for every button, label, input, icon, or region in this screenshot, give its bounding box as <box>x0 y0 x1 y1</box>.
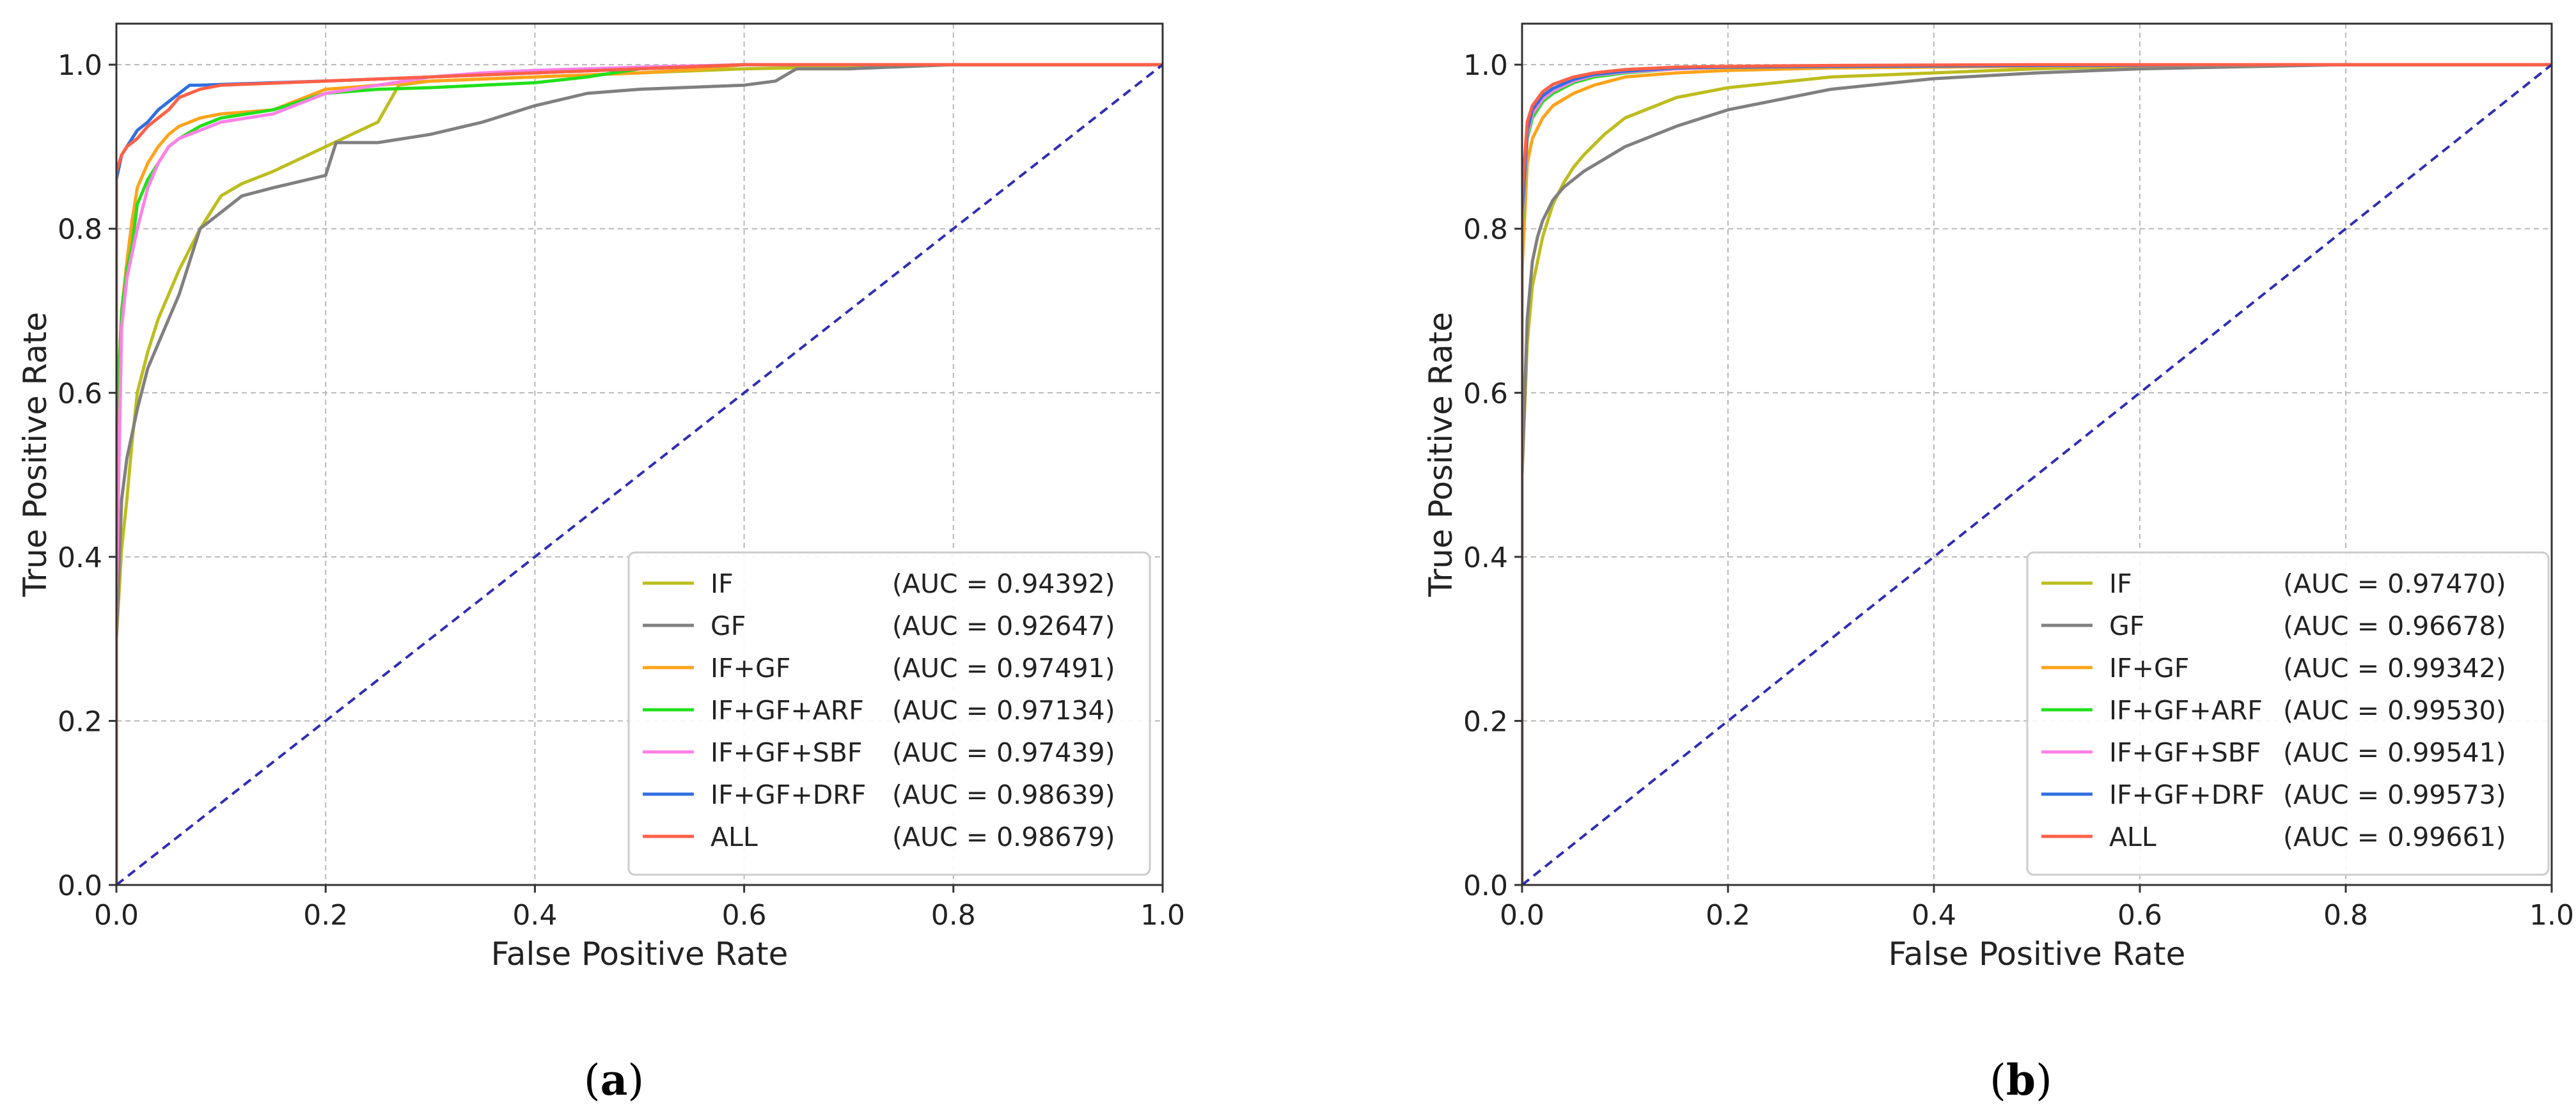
legend-auc-all: (AUC = 0.99661) <box>2283 822 2506 852</box>
legend-auc-all: (AUC = 0.98679) <box>892 822 1115 852</box>
legend-label-if-gf-arf: IF+GF+ARF <box>711 695 864 726</box>
y-tick-label: 0.2 <box>1463 705 1508 738</box>
legend-label-if-gf-drf: IF+GF+DRF <box>2109 779 2265 810</box>
x-tick-label: 0.8 <box>2323 899 2368 932</box>
y-tick-label: 0.0 <box>58 870 102 902</box>
x-tick-label: 0.4 <box>1912 899 1956 932</box>
legend-auc-gf: (AUC = 0.96678) <box>2283 611 2506 641</box>
caption-a: (a) <box>583 1055 645 1105</box>
legend-label-if-gf-arf: IF+GF+ARF <box>2109 695 2263 726</box>
legend-label-if: IF <box>711 568 734 599</box>
legend-auc-gf: (AUC = 0.92647) <box>892 611 1115 641</box>
roc-curves <box>1522 63 2552 885</box>
roc-line-all <box>116 63 1163 885</box>
y-tick-label: 1.0 <box>58 49 102 82</box>
x-tick-label: 0.2 <box>1706 899 1750 932</box>
y-tick-label: 0.4 <box>58 542 102 574</box>
legend-auc-if-gf: (AUC = 0.99342) <box>2283 653 2506 684</box>
legend-label-if-gf-drf: IF+GF+DRF <box>711 779 866 810</box>
y-tick-label: 0.2 <box>58 705 102 738</box>
x-tick-label: 0.6 <box>722 899 767 932</box>
roc-line-all <box>1522 63 2552 885</box>
legend-label-if-gf-sbf: IF+GF+SBF <box>2109 737 2261 768</box>
roc-curves <box>116 63 1163 885</box>
legend-auc-if-gf-drf: (AUC = 0.99573) <box>2283 779 2506 810</box>
legend: IF (AUC = 0.94392) GF (AUC = 0.92647) IF+GF (… <box>627 551 1151 876</box>
x-tick-label: 1.0 <box>1140 899 1185 932</box>
legend-auc-if: (AUC = 0.97470) <box>2283 568 2506 599</box>
diagonal-reference-line <box>116 63 1163 885</box>
legend-label-if-gf: IF+GF <box>2109 653 2189 684</box>
x-tick-label: 0.0 <box>94 899 139 932</box>
roc-line-if-gf-sbf <box>116 63 1163 885</box>
legend-auc-if: (AUC = 0.94392) <box>892 568 1115 599</box>
legend-label-all: ALL <box>2109 822 2156 852</box>
legend: IF (AUC = 0.97470) GF (AUC = 0.96678) IF+GF (… <box>2026 551 2550 876</box>
roc-panel-b: 0.0 0.2 0.4 0.6 0.8 1.0 0.0 0.2 0.4 0.6 0.8 1.0 Fals… <box>1422 22 2574 973</box>
x-axis-label: False Positive Rate <box>1889 935 2186 973</box>
y-tick-label: 1.0 <box>1463 49 1508 82</box>
legend-auc-if-gf-arf: (AUC = 0.97134) <box>892 695 1115 726</box>
roc-line-gf <box>116 63 1163 885</box>
roc-panel-a: 0.0 0.2 0.4 0.6 0.8 1.0 0.0 0.2 0.4 0.6 0.8 1.0 Fals… <box>17 22 1185 973</box>
y-tick-label: 0.6 <box>1463 377 1508 410</box>
y-tick-label: 0.0 <box>1463 870 1508 902</box>
legend-label-gf: GF <box>711 611 746 641</box>
legend-label-all: ALL <box>711 822 758 852</box>
legend-auc-if-gf: (AUC = 0.97491) <box>892 653 1115 684</box>
x-axis-label: False Positive Rate <box>491 935 789 973</box>
roc-line-if <box>1522 63 2552 885</box>
x-tick-label: 0.4 <box>512 899 557 932</box>
legend-label-if-gf: IF+GF <box>711 653 790 684</box>
legend-label-if-gf-sbf: IF+GF+SBF <box>711 737 862 768</box>
y-tick-label: 0.6 <box>58 377 102 410</box>
diagonal-reference-line <box>1522 63 2552 885</box>
y-tick-label: 0.8 <box>58 214 102 246</box>
legend-auc-if-gf-arf: (AUC = 0.99530) <box>2283 695 2506 726</box>
legend-auc-if-gf-sbf: (AUC = 0.99541) <box>2283 737 2506 768</box>
roc-line-if-gf <box>116 63 1163 885</box>
x-tick-label: 0.0 <box>1500 899 1544 932</box>
x-tick-label: 0.2 <box>303 899 348 932</box>
plot-frame <box>115 22 1164 886</box>
y-tick-label: 0.8 <box>1463 214 1508 246</box>
y-axis-label: True Positive Rate <box>1422 312 1459 597</box>
roc-line-gf <box>1522 63 2552 885</box>
legend-box <box>627 551 1151 876</box>
legend-auc-if-gf-sbf: (AUC = 0.97439) <box>892 737 1115 768</box>
roc-line-if-gf-arf <box>116 63 1163 885</box>
legend-auc-if-gf-drf: (AUC = 0.98639) <box>892 779 1115 810</box>
x-tick-label: 0.6 <box>2117 899 2162 932</box>
x-tick-label: 0.8 <box>931 899 976 932</box>
legend-box <box>2026 551 2550 876</box>
y-tick-label: 0.4 <box>1463 542 1508 574</box>
caption-b: (b) <box>1990 1055 2052 1105</box>
plot-frame <box>1521 22 2553 886</box>
y-axis-label: True Positive Rate <box>17 312 54 597</box>
x-tick-label: 1.0 <box>2529 899 2574 932</box>
legend-label-gf: GF <box>2109 611 2144 641</box>
legend-label-if: IF <box>2109 568 2132 599</box>
